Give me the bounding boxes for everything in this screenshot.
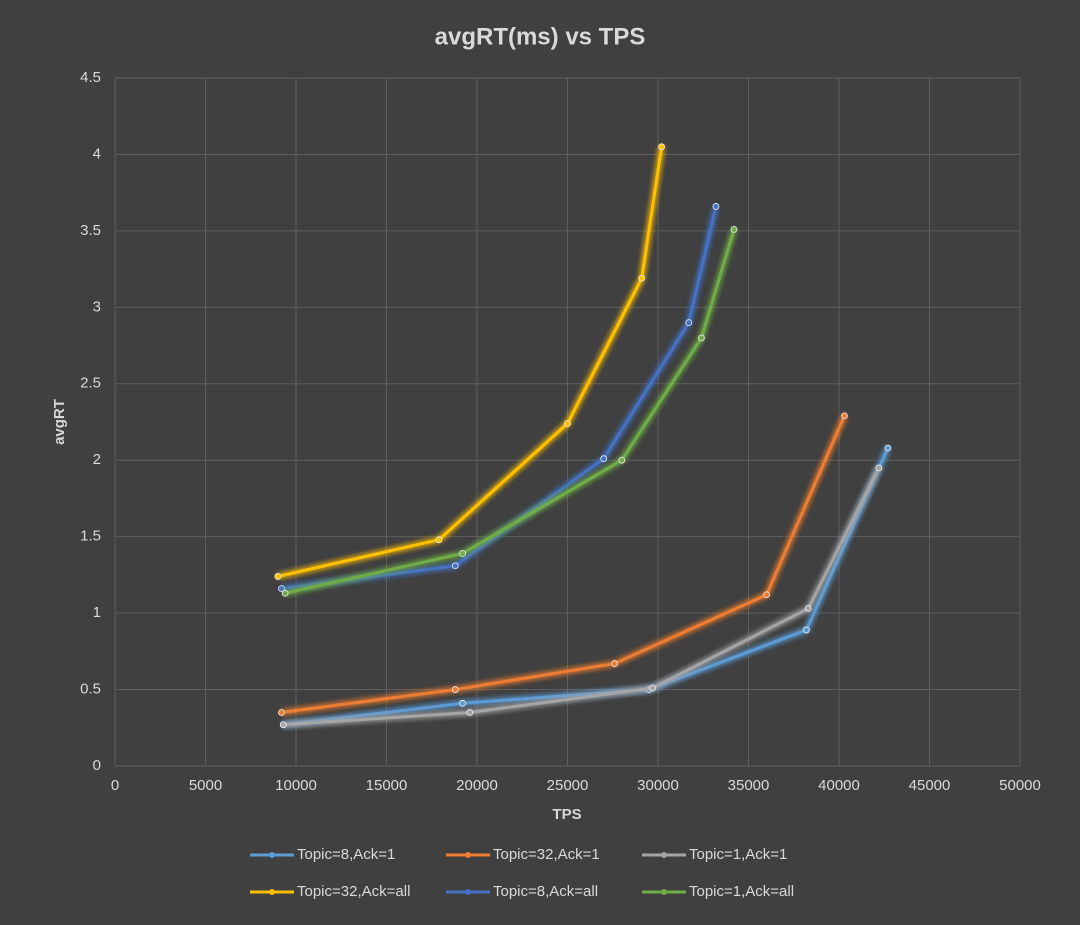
legend-label: Topic=32,Ack=1	[493, 846, 600, 863]
data-point	[763, 591, 770, 599]
x-tick-label: 15000	[366, 777, 408, 794]
data-point	[466, 709, 474, 716]
chart-title: avgRT(ms) vs TPS	[435, 23, 646, 50]
data-point	[884, 444, 892, 452]
data-point	[279, 721, 287, 729]
x-axis-label: TPS	[552, 806, 581, 823]
data-point	[459, 699, 466, 707]
y-tick-label: 4.5	[80, 69, 101, 86]
data-point	[649, 684, 656, 692]
data-point	[804, 605, 812, 612]
legend-label: Topic=1,Ack=1	[689, 846, 787, 863]
legend-marker	[465, 889, 471, 895]
x-tick-label: 50000	[999, 777, 1041, 794]
data-point	[435, 536, 443, 544]
data-point	[451, 686, 459, 693]
legend-label: Topic=8,Ack=1	[297, 846, 395, 863]
data-point	[730, 225, 738, 233]
legend-marker	[269, 852, 275, 858]
data-point	[875, 464, 883, 472]
x-tick-label: 10000	[275, 777, 317, 794]
legend-label: Topic=1,Ack=all	[689, 883, 794, 900]
x-tick-label: 5000	[189, 777, 222, 794]
x-tick-label: 30000	[637, 777, 679, 794]
y-axis-label: avgRT	[51, 399, 68, 445]
data-point	[841, 412, 848, 420]
y-tick-label: 1	[93, 604, 101, 621]
data-point	[638, 274, 646, 282]
data-point	[698, 334, 705, 342]
y-tick-label: 2	[93, 451, 101, 468]
x-tick-label: 35000	[728, 777, 770, 794]
data-point	[618, 456, 626, 464]
x-tick-label: 25000	[547, 777, 589, 794]
data-point	[451, 562, 459, 570]
data-point	[600, 455, 608, 463]
data-point	[274, 573, 282, 580]
legend-marker	[661, 852, 667, 858]
x-tick-label: 40000	[818, 777, 860, 794]
data-point	[459, 550, 466, 557]
data-point	[712, 203, 720, 210]
data-point	[278, 585, 285, 593]
x-tick-label: 45000	[909, 777, 951, 794]
legend-marker	[661, 889, 667, 895]
y-tick-label: 0.5	[80, 681, 101, 698]
y-tick-label: 3.5	[80, 222, 101, 239]
legend-marker	[465, 852, 471, 858]
y-tick-label: 4	[93, 145, 101, 162]
legend-marker	[269, 889, 275, 895]
y-tick-label: 1.5	[80, 528, 101, 545]
data-point	[685, 319, 693, 327]
data-point	[278, 709, 285, 716]
data-point	[611, 660, 618, 667]
y-tick-label: 3	[93, 298, 101, 315]
x-tick-label: 20000	[456, 777, 498, 794]
legend-label: Topic=32,Ack=all	[297, 883, 410, 900]
y-tick-label: 2.5	[80, 375, 101, 392]
data-point	[803, 626, 810, 634]
data-point	[281, 589, 289, 597]
y-tick-label: 0	[93, 757, 101, 774]
data-point	[564, 420, 571, 427]
data-point	[658, 143, 666, 151]
x-tick-label: 0	[111, 777, 119, 794]
legend-label: Topic=8,Ack=all	[493, 883, 598, 900]
